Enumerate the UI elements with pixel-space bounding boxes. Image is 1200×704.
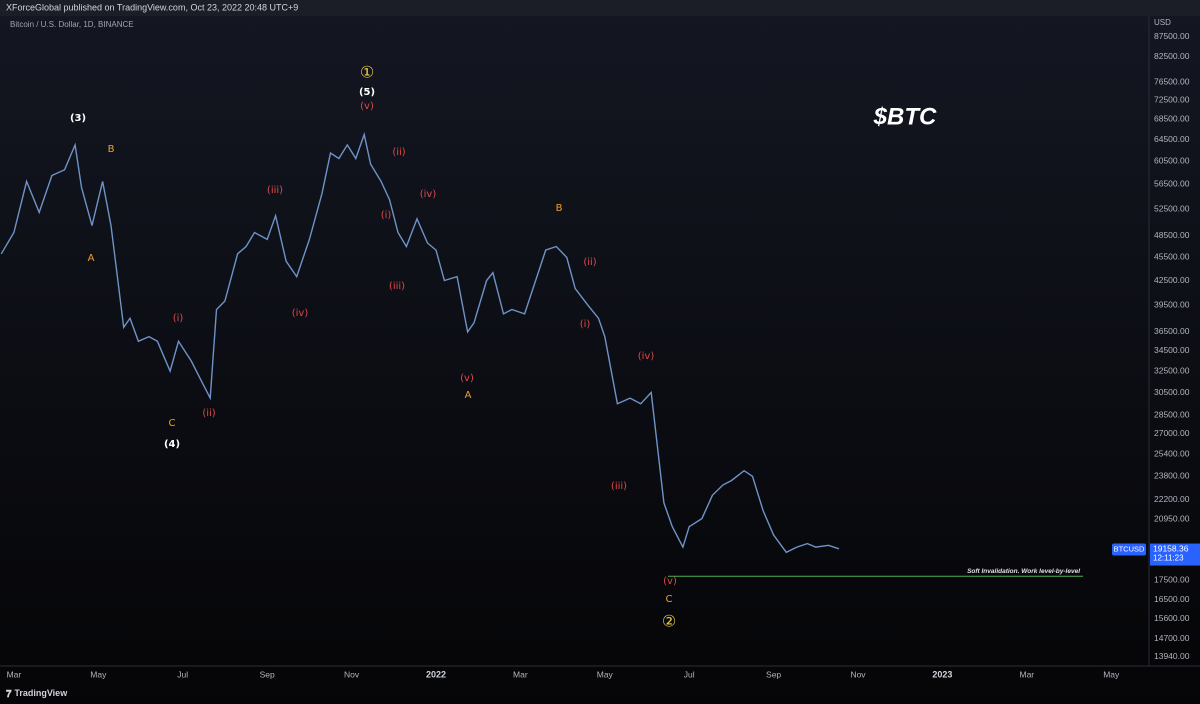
wave-label: (v) xyxy=(663,576,677,587)
wave-label: C xyxy=(666,594,673,605)
y-tick-label: 15600.00 xyxy=(1154,613,1190,623)
footer-text: TradingView xyxy=(14,688,68,698)
y-tick-label: 52500.00 xyxy=(1154,203,1190,213)
x-tick-label: May xyxy=(1103,669,1120,679)
symbol-info: Bitcoin / U.S. Dollar, 1D, BINANCE xyxy=(10,20,134,29)
wave-label: (3) xyxy=(70,113,86,124)
x-tick-label: 2022 xyxy=(426,669,446,679)
y-tick-label: 36500.00 xyxy=(1154,326,1190,336)
wave-label: (4) xyxy=(164,439,180,450)
wave-label: (v) xyxy=(460,373,474,384)
y-tick-label: 45500.00 xyxy=(1154,252,1190,262)
price-label: 19158.36 xyxy=(1153,543,1189,553)
y-tick-label: 13940.00 xyxy=(1154,651,1190,661)
wave-label: (iv) xyxy=(638,351,655,362)
wave-label: (iii) xyxy=(611,481,627,492)
y-tick-label: 42500.00 xyxy=(1154,275,1190,285)
x-tick-label: Jul xyxy=(177,669,188,679)
y-tick-label: 30500.00 xyxy=(1154,387,1190,397)
x-tick-label: Nov xyxy=(344,669,360,679)
wave-label: (iv) xyxy=(420,189,437,200)
wave-label: ② xyxy=(662,612,676,631)
y-tick-label: 56500.00 xyxy=(1154,179,1190,189)
x-tick-label: Sep xyxy=(260,669,275,679)
x-tick-label: Sep xyxy=(766,669,781,679)
wave-label: (iii) xyxy=(389,281,405,292)
x-tick-label: 2023 xyxy=(932,669,952,679)
y-tick-label: 23800.00 xyxy=(1154,471,1190,481)
invalidation-text: Soft Invalidation. Work level-by-level xyxy=(967,568,1080,575)
y-tick-label: 34500.00 xyxy=(1154,345,1190,355)
x-tick-label: May xyxy=(90,669,107,679)
y-tick-label: 25400.00 xyxy=(1154,449,1190,459)
y-tick-label: 48500.00 xyxy=(1154,230,1190,240)
y-tick-label: 22200.00 xyxy=(1154,494,1190,504)
wave-label: A xyxy=(88,253,95,264)
y-tick-label: 60500.00 xyxy=(1154,156,1190,166)
wave-label: (iii) xyxy=(267,185,283,196)
x-tick-label: Nov xyxy=(850,669,866,679)
y-tick-label: 32500.00 xyxy=(1154,365,1190,375)
price-line xyxy=(0,131,840,554)
y-tick-label: 17500.00 xyxy=(1154,574,1190,584)
x-tick-label: Jul xyxy=(684,669,695,679)
top-bar xyxy=(0,0,1200,16)
x-tick-label: Mar xyxy=(1020,669,1035,679)
y-tick-label: 87500.00 xyxy=(1154,31,1190,41)
wave-label: B xyxy=(108,144,115,155)
y-tick-label: 68500.00 xyxy=(1154,114,1190,124)
y-tick-label: 72500.00 xyxy=(1154,94,1190,104)
footer-logo: 𝟕 TradingView xyxy=(6,688,68,699)
x-tick-label: Mar xyxy=(513,669,528,679)
wave-label: (5) xyxy=(359,87,375,98)
chart-title: $BTC xyxy=(873,103,937,130)
y-tick-label: 39500.00 xyxy=(1154,299,1190,309)
y-tick-label: 64500.00 xyxy=(1154,134,1190,144)
symbol-label: BTCUSD xyxy=(1114,545,1145,554)
x-tick-label: May xyxy=(597,669,614,679)
countdown-label: 12:11:23 xyxy=(1153,554,1184,563)
wave-label: (ii) xyxy=(202,408,215,419)
wave-label: (iv) xyxy=(292,308,309,319)
wave-label: (v) xyxy=(360,101,374,112)
publisher: XForceGlobal published on TradingView.co… xyxy=(6,2,298,12)
wave-label: B xyxy=(556,203,563,214)
y-tick-label: 76500.00 xyxy=(1154,76,1190,86)
wave-label: (ii) xyxy=(583,257,596,268)
y-axis-label: USD xyxy=(1154,18,1171,27)
y-tick-label: 20950.00 xyxy=(1154,514,1190,524)
wave-label: ① xyxy=(360,63,374,82)
y-tick-label: 27000.00 xyxy=(1154,428,1190,438)
y-tick-label: 28500.00 xyxy=(1154,410,1190,420)
y-tick-label: 14700.00 xyxy=(1154,633,1190,643)
y-tick-label: 82500.00 xyxy=(1154,51,1190,61)
x-tick-label: Mar xyxy=(7,669,22,679)
wave-label: A xyxy=(465,390,472,401)
wave-label: (i) xyxy=(173,313,184,324)
symbol-box xyxy=(1112,543,1146,556)
wave-label: (ii) xyxy=(392,147,405,158)
price-box xyxy=(1150,543,1200,566)
y-tick-label: 16500.00 xyxy=(1154,594,1190,604)
wave-label: (i) xyxy=(580,319,591,330)
wave-label: (i) xyxy=(381,210,392,221)
wave-label: C xyxy=(169,418,176,429)
